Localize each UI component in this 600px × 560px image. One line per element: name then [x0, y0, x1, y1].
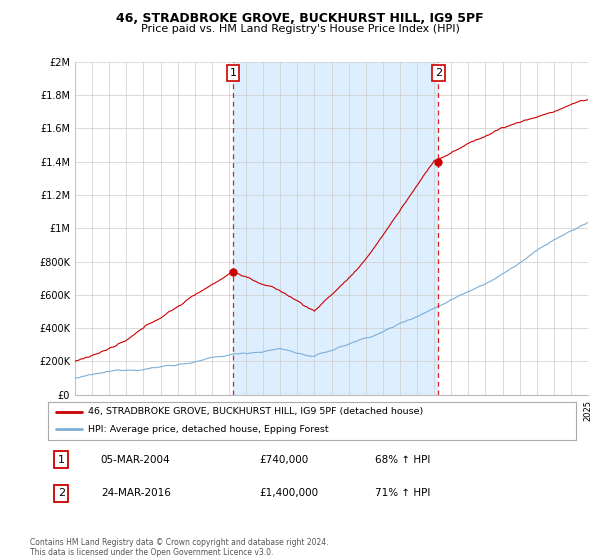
Text: HPI: Average price, detached house, Epping Forest: HPI: Average price, detached house, Eppi… [88, 425, 328, 434]
Text: 1: 1 [58, 455, 65, 465]
Text: Contains HM Land Registry data © Crown copyright and database right 2024.
This d: Contains HM Land Registry data © Crown c… [30, 538, 329, 557]
Text: £740,000: £740,000 [259, 455, 308, 465]
Text: Price paid vs. HM Land Registry's House Price Index (HPI): Price paid vs. HM Land Registry's House … [140, 24, 460, 34]
Text: 68% ↑ HPI: 68% ↑ HPI [376, 455, 431, 465]
Text: 05-MAR-2004: 05-MAR-2004 [101, 455, 170, 465]
Text: 24-MAR-2016: 24-MAR-2016 [101, 488, 170, 498]
Text: £1,400,000: £1,400,000 [259, 488, 319, 498]
Text: 2: 2 [435, 68, 442, 78]
Text: 46, STRADBROKE GROVE, BUCKHURST HILL, IG9 5PF (detached house): 46, STRADBROKE GROVE, BUCKHURST HILL, IG… [88, 407, 423, 416]
Text: 2: 2 [58, 488, 65, 498]
Text: 1: 1 [230, 68, 236, 78]
Text: 46, STRADBROKE GROVE, BUCKHURST HILL, IG9 5PF: 46, STRADBROKE GROVE, BUCKHURST HILL, IG… [116, 12, 484, 25]
Text: 71% ↑ HPI: 71% ↑ HPI [376, 488, 431, 498]
Bar [233, 62, 439, 395]
